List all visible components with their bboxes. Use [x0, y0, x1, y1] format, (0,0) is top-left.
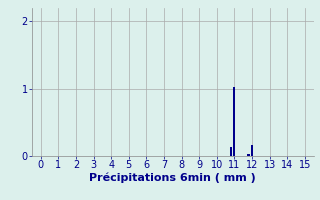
Bar	[247, 154, 250, 156]
Bar	[251, 145, 253, 156]
Bar	[233, 87, 236, 156]
X-axis label: Précipitations 6min ( mm ): Précipitations 6min ( mm )	[89, 173, 256, 183]
Bar	[230, 147, 232, 156]
